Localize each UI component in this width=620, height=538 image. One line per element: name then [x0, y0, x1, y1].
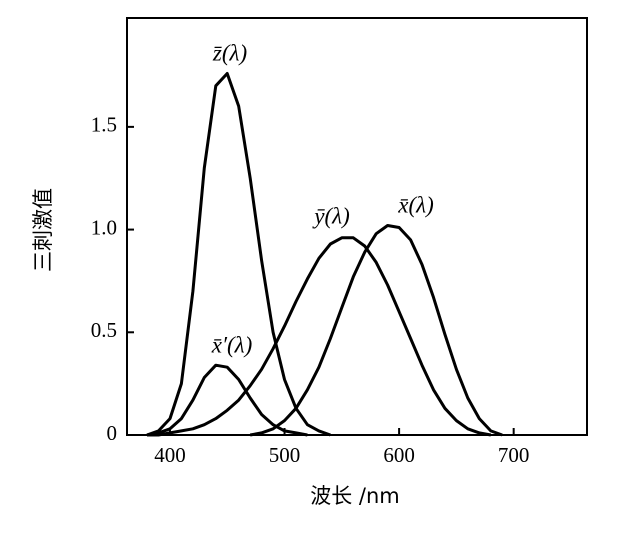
series-label: ȳ(λ) — [312, 203, 350, 228]
x-tick-label: 400 — [154, 443, 186, 467]
series-label: x̄′(λ) — [211, 332, 253, 357]
series-label: z̄(λ) — [212, 40, 247, 65]
y-axis-label: 三刺激值 — [31, 188, 55, 272]
x-axis-label: 波长 /nm — [310, 484, 400, 508]
curve — [146, 363, 308, 437]
x-tick-label: 600 — [383, 443, 415, 467]
curve — [146, 72, 331, 437]
x-tick-label: 500 — [269, 443, 301, 467]
y-tick-label: 1.5 — [91, 113, 117, 137]
x-tick-label: 700 — [498, 443, 530, 467]
plot-frame — [126, 17, 588, 436]
y-tick-label: 0 — [107, 421, 118, 445]
series-label: x̄(λ) — [397, 192, 434, 217]
curve — [249, 224, 503, 437]
y-tick-label: 1.0 — [91, 215, 117, 239]
curve — [147, 236, 492, 437]
y-tick-label: 0.5 — [91, 318, 117, 342]
